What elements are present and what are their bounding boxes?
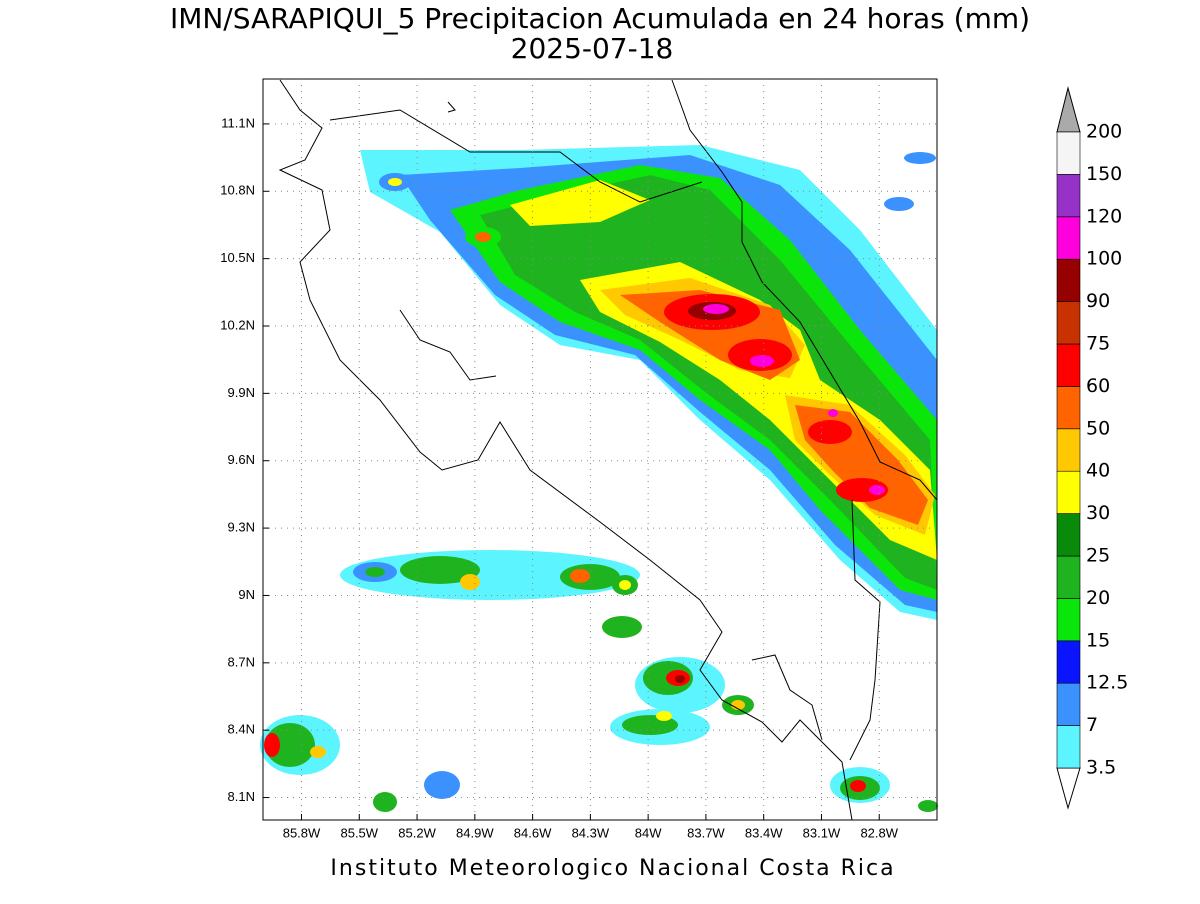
y-tick-label: 9.3N (228, 520, 255, 535)
colorbar-label: 75 (1086, 333, 1110, 355)
y-tick-label: 8.7N (228, 654, 255, 669)
footer: Instituto Meteorologico Nacional Costa R… (330, 856, 895, 881)
y-tick-label: 8.4N (228, 722, 255, 737)
colorbar-label: 15 (1086, 629, 1110, 651)
colorbar-label: 25 (1086, 545, 1110, 567)
colorbar-box (1056, 216, 1081, 260)
colorbar-box (1056, 386, 1081, 430)
colorbar-box (1056, 725, 1081, 769)
colorbar-label: 30 (1086, 502, 1110, 524)
x-tick-label: 83.1W (803, 825, 841, 840)
x-tick-label: 84.6W (514, 825, 552, 840)
colorbar-box (1056, 131, 1081, 175)
x-tick-label: 85.2W (398, 825, 436, 840)
colorbar-label: 12.5 (1086, 672, 1128, 694)
colorbar-box (1056, 428, 1081, 472)
precip-field (260, 145, 938, 812)
colorbar-label: 100 (1086, 248, 1122, 270)
colorbar-label: 60 (1086, 375, 1110, 397)
x-tick-label: 83.7W (687, 825, 725, 840)
x-tick-label: 85.5W (340, 825, 378, 840)
subtitle: 2025-07-18 (511, 32, 674, 65)
y-tick-label: 9.6N (228, 452, 255, 467)
x-tick-label: 84.9W (456, 825, 494, 840)
colorbar-label: 3.5 (1086, 757, 1116, 779)
y-tick-label: 10.5N (220, 250, 255, 265)
colorbar-label: 200 (1086, 121, 1122, 143)
x-tick-label: 84W (635, 825, 662, 840)
y-tick-label: 10.2N (220, 317, 255, 332)
x-tick-label: 83.4W (745, 825, 783, 840)
y-tick-label: 8.1N (228, 789, 255, 804)
colorbar-label: 150 (1086, 163, 1122, 185)
map-frame (262, 78, 938, 821)
colorbar-under (1056, 767, 1081, 810)
x-tick-label: 85.8W (283, 825, 321, 840)
colorbar-label: 7 (1086, 714, 1098, 736)
title: IMN/SARAPIQUI_5 Precipitacion Acumulada … (170, 2, 1030, 35)
colorbar-box (1056, 301, 1081, 345)
y-tick-label: 10.8N (220, 183, 255, 198)
x-tick-label: 82.8W (860, 825, 898, 840)
colorbar-box (1056, 513, 1081, 557)
colorbar-label: 120 (1086, 205, 1122, 227)
colorbar-box (1056, 174, 1081, 218)
y-tick-label: 9.9N (228, 385, 255, 400)
colorbar-box (1056, 555, 1081, 599)
colorbar-box (1056, 343, 1081, 387)
y-tick-label: 11.1N (221, 115, 255, 130)
colorbar-label: 50 (1086, 417, 1110, 439)
colorbar-box (1056, 640, 1081, 684)
coastline (278, 79, 938, 821)
colorbar-box (1056, 598, 1081, 642)
colorbar-over (1056, 86, 1081, 133)
x-tick-label: 84.3W (572, 825, 610, 840)
colorbar-label: 20 (1086, 587, 1110, 609)
colorbar-box (1056, 258, 1081, 302)
colorbar-label: 40 (1086, 460, 1110, 482)
colorbar-box (1056, 682, 1081, 726)
colorbar-box (1056, 470, 1081, 514)
colorbar-label: 90 (1086, 290, 1110, 312)
y-tick-label: 9N (238, 587, 255, 602)
